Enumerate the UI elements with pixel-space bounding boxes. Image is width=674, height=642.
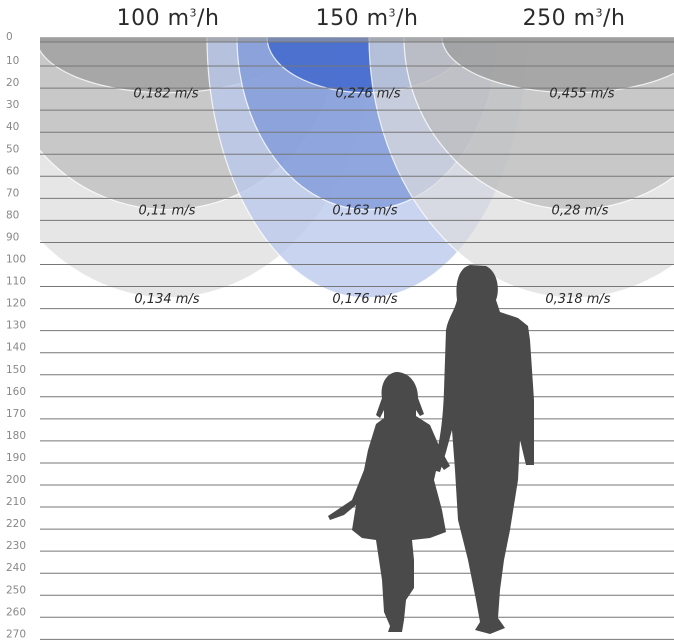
depth-tick-0: 0 [6,31,13,43]
depth-tick-230: 230 [6,540,26,552]
depth-tick-180: 180 [6,430,26,442]
people-silhouettes [328,265,534,634]
depth-tick-110: 110 [6,276,26,288]
velocity-label-c250-1: 0,455 m/s [549,87,614,102]
depth-tick-220: 220 [6,518,26,530]
column-title-250: 250 m3/h [522,6,626,31]
depth-tick-60: 60 [6,165,19,177]
depth-tick-40: 40 [6,121,19,133]
depth-tick-210: 210 [6,496,26,508]
depth-tick-80: 80 [6,209,19,221]
depth-tick-100: 100 [6,254,26,266]
depth-tick-30: 30 [6,99,19,111]
depth-tick-160: 160 [6,386,26,398]
velocity-labels: 0,182 m/s 0,11 m/s 0,134 m/s 0,276 m/s 0,163… [133,87,614,307]
depth-tick-50: 50 [6,143,19,155]
depth-tick-250: 250 [6,584,26,596]
zone-c250-1 [441,37,674,94]
depth-axis: 0 10 20 30 40 50 60 70 80 90 100 110 120 130 140 150 160… [6,31,26,640]
velocity-label-c100-2: 0,11 m/s [139,204,196,219]
column-title-100: 100 m3/h [116,6,220,31]
velocity-label-c100-1: 0,182 m/s [133,87,198,102]
depth-tick-190: 190 [6,452,26,464]
ceiling-band [40,37,674,42]
depth-tick-150: 150 [6,364,26,376]
depth-tick-120: 120 [6,298,26,310]
depth-tick-70: 70 [6,187,19,199]
velocity-label-c150-1: 0,276 m/s [335,87,400,102]
depth-tick-170: 170 [6,408,26,420]
depth-tick-200: 200 [6,474,26,486]
depth-tick-260: 260 [6,606,26,618]
depth-tick-10: 10 [6,55,19,67]
girl-silhouette-icon [328,372,450,632]
depth-tick-140: 140 [6,342,26,354]
airflow-zones [40,37,674,299]
depth-tick-20: 20 [6,77,19,89]
woman-silhouette-icon [432,265,534,634]
depth-tick-270: 270 [6,628,26,640]
velocity-label-c250-3: 0,318 m/s [545,292,610,307]
depth-tick-90: 90 [6,231,19,243]
velocity-label-c100-3: 0,134 m/s [134,292,199,307]
depth-tick-130: 130 [6,320,26,332]
depth-tick-240: 240 [6,562,26,574]
velocity-label-c150-2: 0,163 m/s [332,204,397,219]
column-title-150: 150 m3/h [315,6,419,31]
depth-gridlines [40,41,674,640]
velocity-label-c250-2: 0,28 m/s [552,204,609,219]
velocity-label-c150-3: 0,176 m/s [332,292,397,307]
